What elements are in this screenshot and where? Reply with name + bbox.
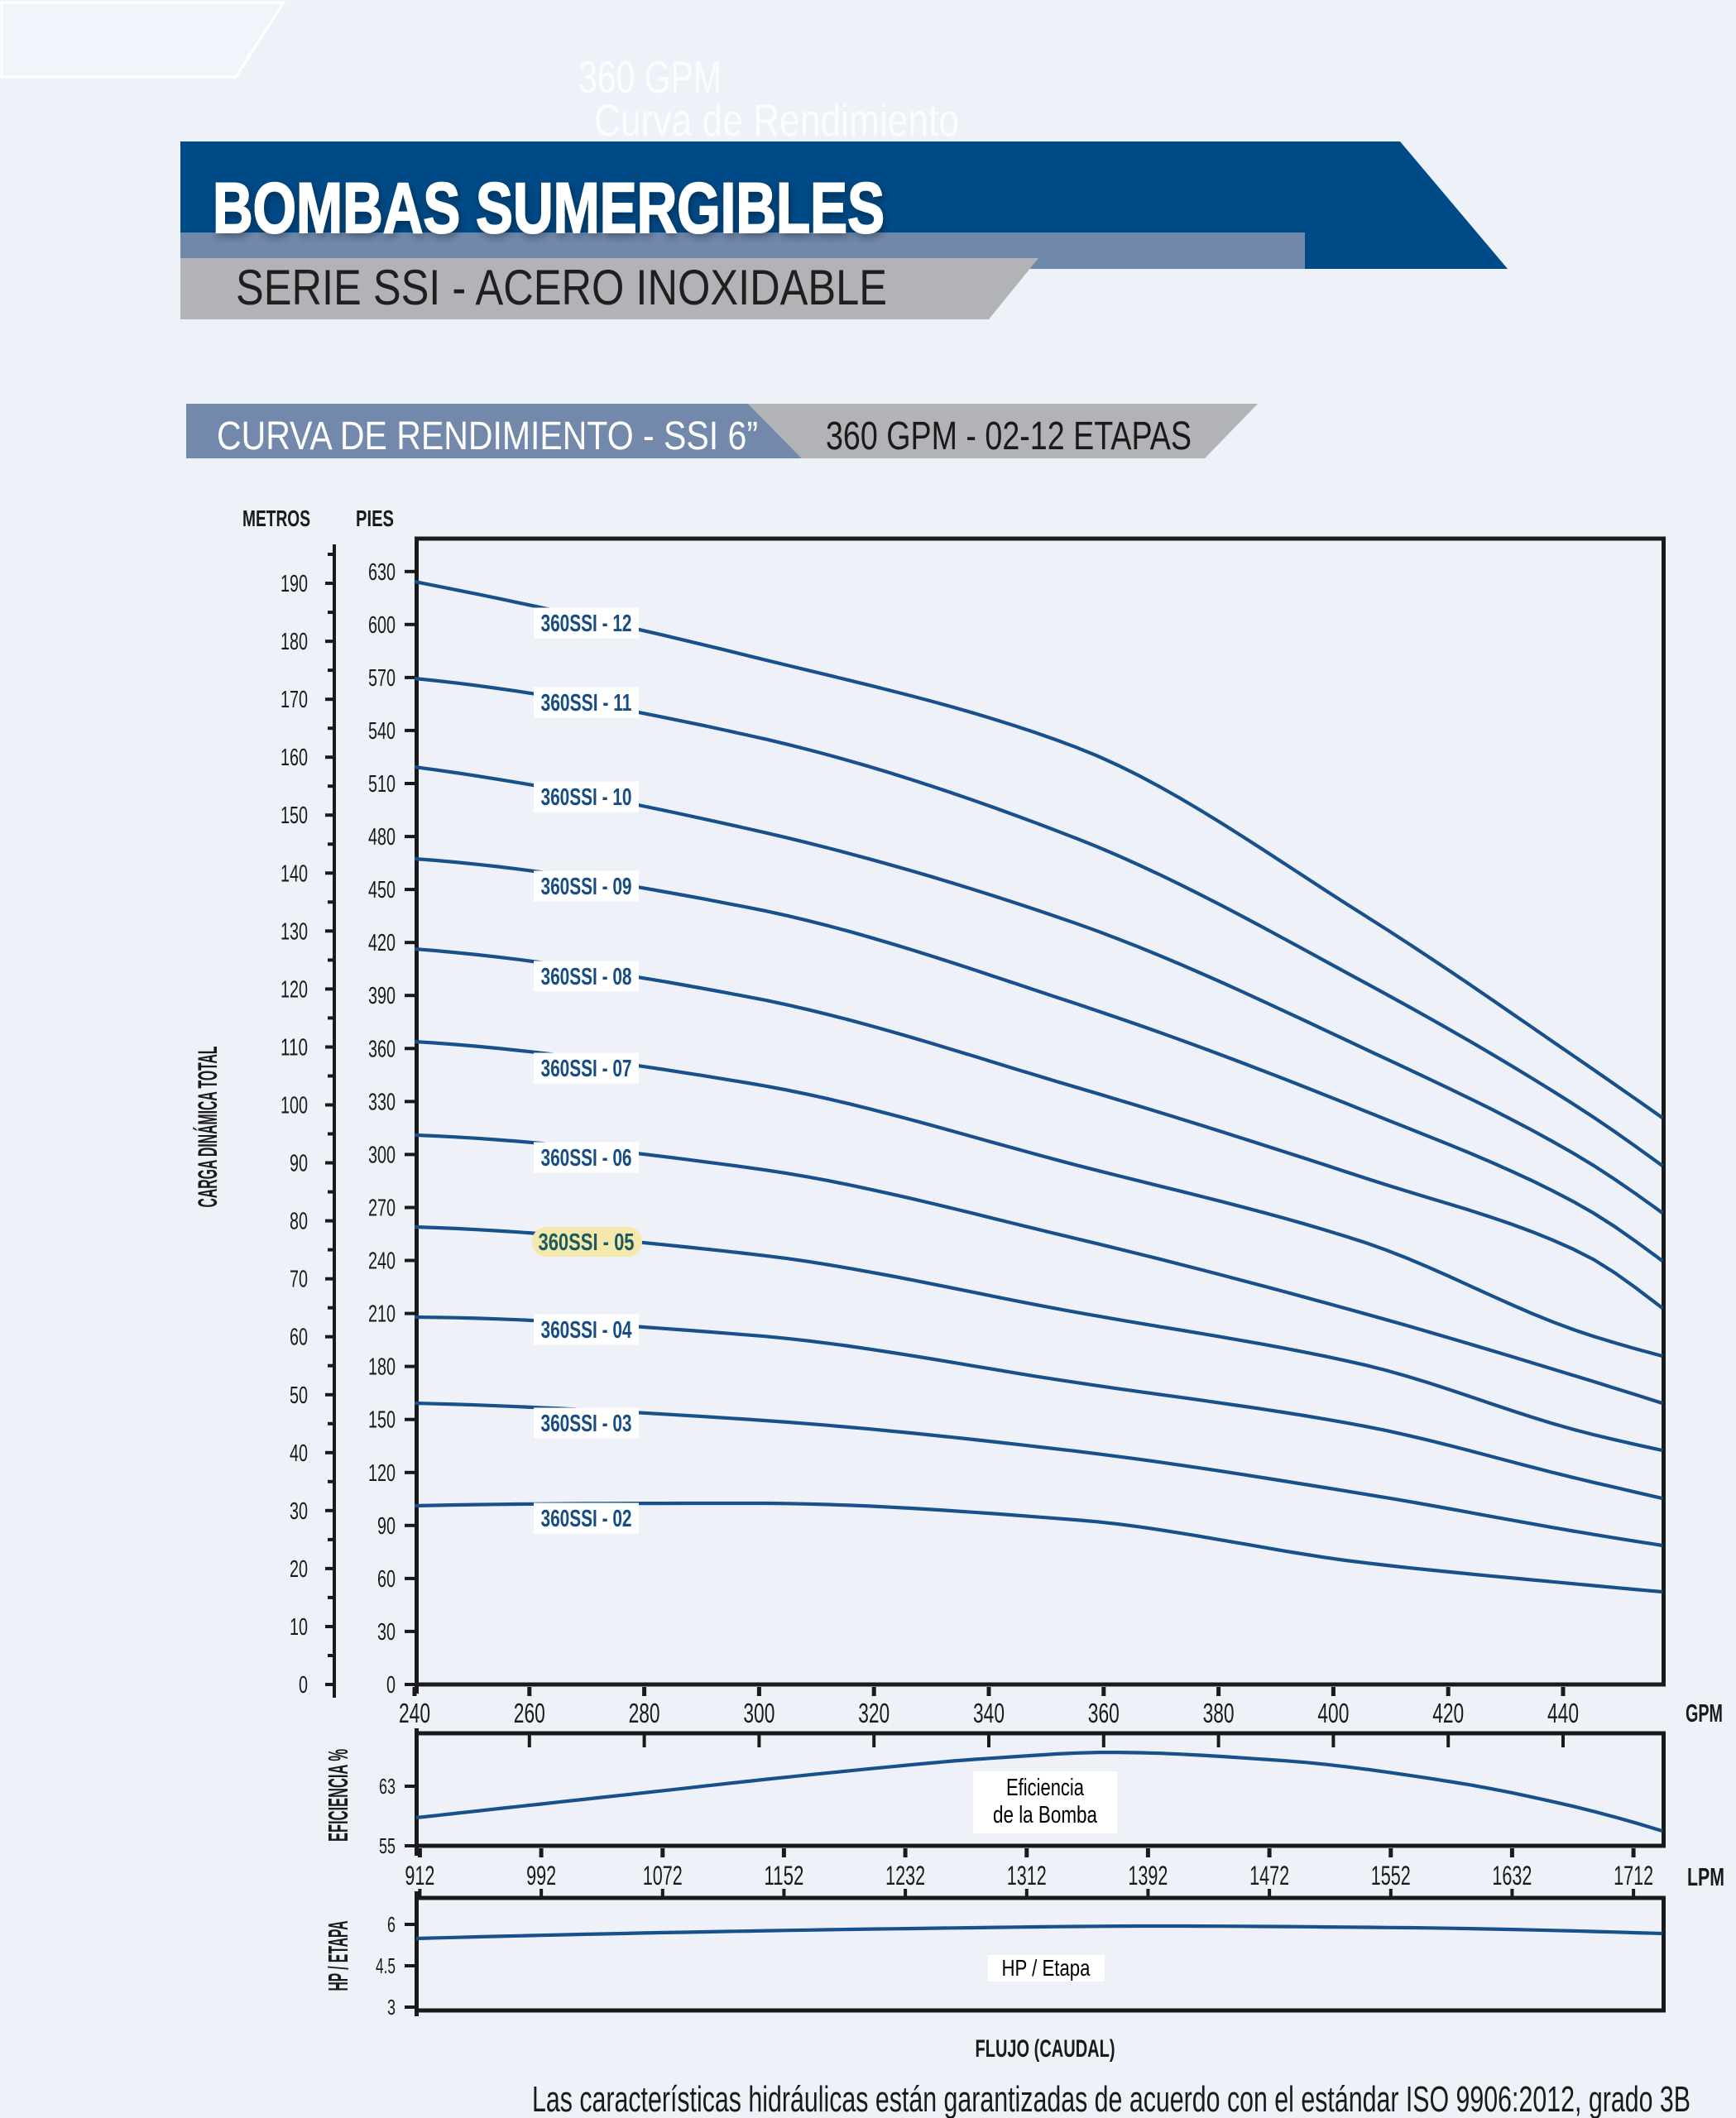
svg-text:40: 40	[290, 1440, 308, 1467]
svg-text:CARGA DINÁMICA TOTAL: CARGA DINÁMICA TOTAL	[193, 1047, 223, 1208]
svg-text:320: 320	[858, 1698, 890, 1728]
svg-text:120: 120	[281, 976, 308, 1003]
svg-text:de la Bomba: de la Bomba	[993, 1802, 1098, 1828]
svg-text:440: 440	[1547, 1698, 1579, 1728]
svg-text:360SSI - 04: 360SSI - 04	[541, 1317, 632, 1344]
svg-text:Curva de Rendimiento: Curva de Rendimiento	[594, 94, 959, 146]
svg-text:0: 0	[299, 1672, 308, 1699]
svg-text:120: 120	[368, 1460, 396, 1487]
svg-text:1472: 1472	[1249, 1861, 1289, 1890]
svg-text:1232: 1232	[885, 1861, 925, 1890]
svg-text:280: 280	[629, 1698, 660, 1728]
svg-text:340: 340	[973, 1698, 1005, 1728]
svg-text:60: 60	[377, 1566, 396, 1593]
svg-text:360SSI - 05: 360SSI - 05	[539, 1229, 635, 1256]
svg-text:300: 300	[743, 1698, 774, 1728]
svg-text:80: 80	[290, 1209, 308, 1235]
svg-text:1392: 1392	[1128, 1861, 1168, 1890]
svg-text:HP / Etapa: HP / Etapa	[1002, 1955, 1091, 1981]
svg-text:4.5: 4.5	[376, 1953, 396, 1978]
svg-text:GPM: GPM	[1686, 1699, 1723, 1727]
svg-text:380: 380	[1203, 1698, 1235, 1728]
svg-text:0: 0	[386, 1672, 396, 1699]
svg-text:360SSI - 08: 360SSI - 08	[541, 964, 632, 990]
svg-text:160: 160	[281, 745, 308, 771]
svg-text:EFICIENCIA %: EFICIENCIA %	[323, 1749, 353, 1842]
svg-text:1072: 1072	[643, 1861, 683, 1890]
svg-text:170: 170	[281, 687, 308, 713]
svg-text:30: 30	[377, 1619, 396, 1646]
svg-text:540: 540	[368, 718, 396, 745]
svg-text:PIES: PIES	[356, 506, 394, 531]
svg-text:55: 55	[379, 1833, 396, 1858]
svg-text:360SSI - 06: 360SSI - 06	[541, 1145, 632, 1172]
svg-text:50: 50	[290, 1382, 308, 1409]
svg-text:912: 912	[405, 1861, 434, 1890]
svg-text:992: 992	[526, 1861, 556, 1890]
svg-text:BOMBAS SUMERGIBLES: BOMBAS SUMERGIBLES	[213, 169, 885, 248]
svg-text:390: 390	[368, 983, 396, 1009]
svg-text:FLUJO (CAUDAL): FLUJO (CAUDAL)	[976, 2035, 1115, 2063]
svg-text:190: 190	[281, 571, 308, 597]
svg-text:360SSI - 11: 360SSI - 11	[541, 690, 632, 716]
svg-text:570: 570	[368, 665, 396, 692]
svg-text:330: 330	[368, 1089, 396, 1115]
svg-text:360SSI - 10: 360SSI - 10	[541, 784, 632, 811]
svg-text:360: 360	[368, 1036, 396, 1062]
svg-text:1632: 1632	[1492, 1861, 1532, 1890]
svg-text:METROS: METROS	[242, 506, 310, 531]
svg-text:630: 630	[368, 559, 396, 586]
svg-text:3: 3	[387, 1995, 396, 2020]
svg-text:60: 60	[290, 1325, 308, 1351]
svg-text:300: 300	[368, 1142, 396, 1168]
svg-text:Eficiencia: Eficiencia	[1006, 1775, 1085, 1801]
svg-text:180: 180	[368, 1354, 396, 1381]
svg-text:20: 20	[290, 1556, 308, 1583]
svg-text:360SSI - 03: 360SSI - 03	[541, 1411, 632, 1437]
svg-text:270: 270	[368, 1196, 396, 1222]
svg-text:70: 70	[290, 1267, 308, 1293]
svg-text:1712: 1712	[1614, 1861, 1653, 1890]
svg-text:90: 90	[290, 1151, 308, 1177]
svg-text:110: 110	[281, 1035, 308, 1061]
svg-text:360 GPM: 360 GPM	[578, 51, 722, 103]
svg-text:6: 6	[387, 1912, 396, 1937]
svg-text:180: 180	[281, 629, 308, 655]
svg-text:1152: 1152	[764, 1861, 803, 1890]
svg-text:150: 150	[281, 803, 308, 829]
svg-text:480: 480	[368, 824, 396, 851]
svg-text:240: 240	[368, 1248, 396, 1275]
svg-text:1312: 1312	[1007, 1861, 1047, 1890]
svg-text:LPM: LPM	[1687, 1862, 1724, 1891]
svg-text:360SSI - 02: 360SSI - 02	[541, 1506, 632, 1532]
svg-text:420: 420	[1432, 1698, 1464, 1728]
svg-text:360SSI - 12: 360SSI - 12	[541, 611, 632, 637]
svg-text:400: 400	[1317, 1698, 1349, 1728]
svg-text:CURVA DE RENDIMIENTO - SSI 6”: CURVA DE RENDIMIENTO - SSI 6”	[217, 414, 758, 458]
svg-text:30: 30	[290, 1498, 308, 1525]
svg-text:240: 240	[399, 1698, 430, 1728]
svg-text:100: 100	[281, 1093, 308, 1119]
svg-text:360 GPM - 02-12 ETAPAS: 360 GPM - 02-12 ETAPAS	[826, 414, 1192, 458]
svg-text:260: 260	[514, 1698, 545, 1728]
svg-text:140: 140	[281, 860, 308, 887]
svg-text:420: 420	[368, 930, 396, 956]
svg-text:130: 130	[281, 918, 308, 945]
svg-text:210: 210	[368, 1301, 396, 1328]
svg-text:1552: 1552	[1371, 1861, 1411, 1890]
svg-text:360SSI - 07: 360SSI - 07	[541, 1056, 632, 1082]
svg-text:360: 360	[1088, 1698, 1120, 1728]
svg-text:HP / ETAPA: HP / ETAPA	[323, 1921, 353, 1991]
svg-text:150: 150	[368, 1407, 396, 1434]
svg-text:63: 63	[379, 1774, 396, 1799]
svg-text:360SSI - 09: 360SSI - 09	[541, 874, 632, 900]
svg-text:SERIE SSI - ACERO INOXIDABLE: SERIE SSI - ACERO INOXIDABLE	[236, 260, 887, 315]
svg-text:510: 510	[368, 771, 396, 798]
svg-text:Las características hidráulica: Las características hidráulicas están ga…	[532, 2079, 1690, 2118]
svg-text:450: 450	[368, 877, 396, 903]
svg-text:90: 90	[377, 1513, 396, 1540]
svg-text:10: 10	[290, 1614, 308, 1641]
svg-text:600: 600	[368, 612, 396, 639]
